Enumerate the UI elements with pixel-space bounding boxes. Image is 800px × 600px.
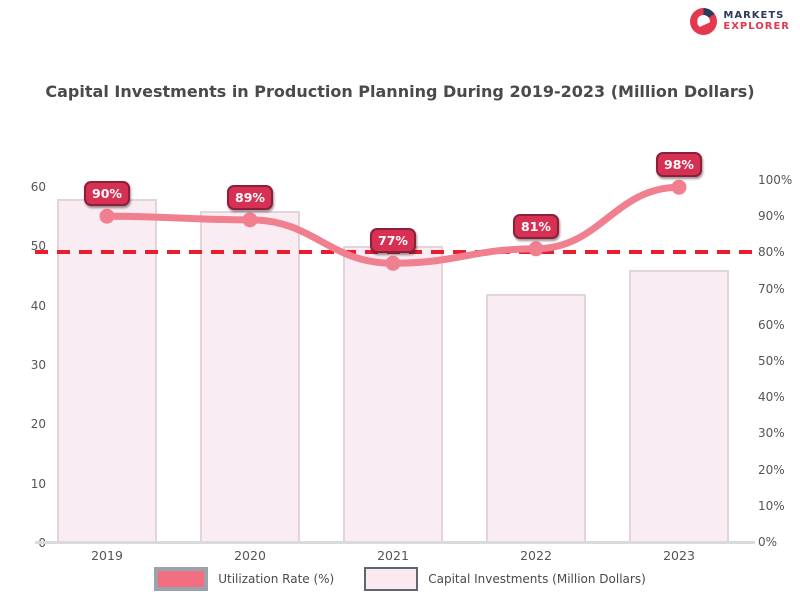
- legend-item-bar: Capital Investments (Million Dollars): [364, 567, 646, 591]
- chart-title: Capital Investments in Production Planni…: [45, 82, 755, 101]
- bar-2021: [343, 246, 443, 543]
- x-axis-label-2019: 2019: [91, 548, 123, 563]
- data-label-2022: 81%: [513, 213, 559, 239]
- left-axis-tick: 10: [30, 476, 46, 491]
- right-axis-tick: 70%: [758, 281, 785, 296]
- left-axis-tick: 50: [30, 239, 46, 254]
- right-axis-tick: 50%: [758, 354, 785, 368]
- x-axis-label-2021: 2021: [377, 548, 409, 563]
- left-axis-tick: 40: [30, 298, 46, 313]
- right-axis-tick: 60%: [758, 317, 785, 332]
- x-axis-line: [35, 541, 755, 544]
- right-axis-tick: 20%: [758, 462, 785, 477]
- data-label-2023: 98%: [656, 152, 702, 178]
- brand-logo: MARKETS EXPLORER: [690, 8, 790, 35]
- left-axis-tick: 60: [30, 180, 46, 194]
- right-axis-tick: 90%: [758, 209, 785, 224]
- right-axis-tick: 100%: [758, 173, 793, 187]
- right-axis-tick: 0%: [758, 535, 778, 549]
- legend: Utilization Rate (%) Capital Investments …: [0, 567, 800, 591]
- brand-logo-line2: EXPLORER: [723, 20, 790, 32]
- left-axis-tick: 30: [30, 358, 46, 372]
- bar-2023: [629, 270, 729, 543]
- legend-label-bar: Capital Investments (Million Dollars): [428, 572, 646, 586]
- legend-item-line: Utilization Rate (%): [154, 567, 334, 591]
- left-axis-tick: 20: [30, 417, 46, 432]
- x-axis-label-2020: 2020: [234, 548, 266, 563]
- legend-swatch-bar: [364, 567, 419, 591]
- data-label-2019: 90%: [84, 181, 130, 207]
- legend-swatch-line: [154, 567, 209, 591]
- right-axis-tick: 30%: [758, 426, 785, 441]
- right-axis-tick: 80%: [758, 245, 785, 260]
- legend-label-line: Utilization Rate (%): [218, 572, 335, 586]
- x-axis-label-2022: 2022: [520, 548, 552, 563]
- x-axis-label-2023: 2023: [663, 548, 695, 563]
- data-label-2021: 77%: [370, 228, 416, 254]
- data-label-2020: 89%: [227, 184, 273, 210]
- bar-2022: [486, 293, 586, 543]
- right-axis-tick: 40%: [758, 390, 785, 405]
- right-axis-tick: 10%: [758, 498, 785, 513]
- line-point-2023: [671, 179, 687, 195]
- bar-2020: [200, 210, 300, 543]
- brand-logo-icon: [690, 8, 718, 35]
- brand-logo-line1: MARKETS: [723, 10, 785, 21]
